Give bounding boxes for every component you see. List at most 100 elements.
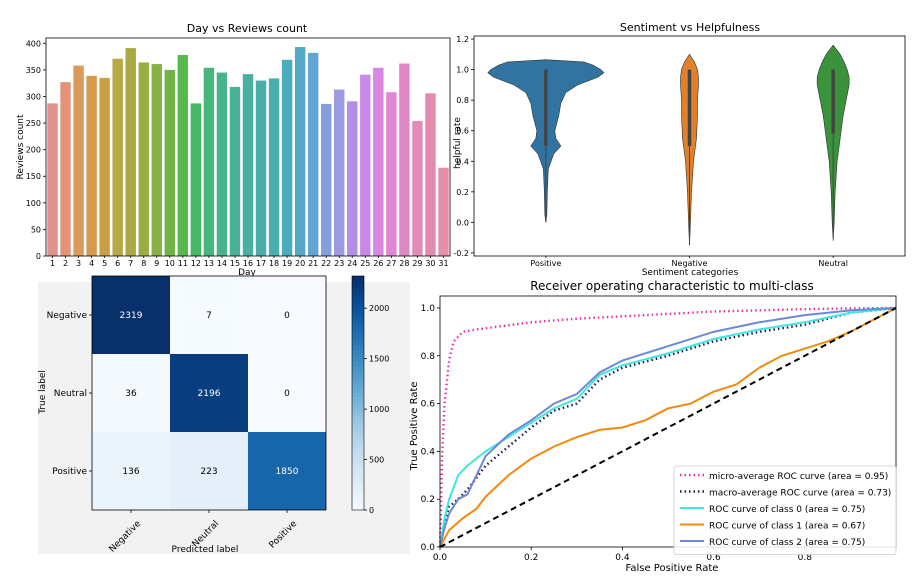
bar-chart-day-reviews: Day vs Reviews count Day Reviews count 1…: [16, 22, 451, 278]
violin-chart-sentiment: Sentiment vs Helpfulness Sentiment categ…: [453, 21, 906, 278]
matrix-row-label: Neutral: [54, 389, 87, 399]
matrix-row-label: Negative: [47, 311, 88, 321]
x-tick-label-day: 17: [256, 259, 266, 268]
colorbar-segment: [352, 416, 364, 421]
colorbar-segment: [352, 478, 364, 484]
colorbar-segment: [352, 361, 364, 367]
y-tick-label: -0.2: [453, 249, 469, 258]
colorbar-segment: [352, 400, 364, 406]
y-tick-label: 0.6: [421, 400, 436, 410]
roc-line-series-0: [438, 306, 897, 548]
colorbar-segment: [352, 396, 364, 402]
bar-day-29: [412, 120, 423, 256]
y-tick-label: 0.0: [421, 543, 436, 553]
colorbar-segment: [352, 287, 364, 293]
x-tick-label-day: 20: [295, 259, 305, 268]
bar-day-3: [73, 65, 84, 257]
roc-line-series-2: [439, 306, 897, 548]
x-tick-label: 0.0: [433, 553, 448, 563]
bar-day-5: [99, 77, 110, 256]
colorbar-segment: [352, 326, 364, 332]
matrix-cell-value: 36: [125, 389, 137, 399]
legend-label: ROC curve of class 0 (area = 0.75): [709, 505, 865, 515]
legend-label: macro-average ROC curve (area = 0.73): [709, 489, 891, 499]
x-tick-label-day: 31: [438, 259, 448, 268]
bar-day-25: [360, 74, 371, 256]
legend-label: micro-average ROC curve (area = 0.95): [709, 472, 888, 482]
colorbar-segment: [352, 393, 364, 398]
x-tick-label-day: 9: [154, 259, 159, 268]
matrix-cell-value: 136: [122, 467, 139, 477]
colorbar-segment: [352, 318, 364, 324]
colorbar-segment: [352, 494, 364, 499]
colorbar-segment: [352, 283, 364, 289]
colorbar-segment: [352, 486, 364, 491]
colorbar-segment: [352, 474, 364, 480]
colorbar-segment: [352, 459, 364, 464]
colorbar-segment: [352, 299, 364, 304]
matrix-cell: [170, 276, 248, 354]
matrix-cell: [92, 432, 170, 510]
bar-day-28: [399, 63, 410, 257]
x-tick-label-category: Positive: [530, 259, 561, 268]
violin-chart-ylabel: helpful rate: [453, 117, 463, 169]
matrix-cell: [92, 276, 170, 354]
x-tick-label-day: 28: [399, 259, 409, 268]
colorbar-segment: [352, 420, 364, 425]
bar-day-31: [438, 167, 449, 256]
colorbar-segment: [352, 463, 364, 468]
bar-day-20: [294, 47, 306, 256]
x-tick-label-day: 16: [243, 259, 253, 268]
bar-day-1: [47, 103, 58, 257]
bar-day-10: [164, 69, 176, 256]
bar-day-15: [229, 86, 241, 256]
confusion-ylabel: True label: [38, 370, 48, 415]
colorbar-tick-label: 0: [369, 506, 374, 515]
colorbar-segment: [352, 424, 364, 429]
matrix-cell: [92, 354, 170, 432]
x-tick-label-day: 4: [89, 259, 94, 268]
matrix-cell: [170, 354, 248, 432]
colorbar-segment: [352, 412, 364, 417]
bar-day-26: [373, 67, 384, 257]
x-tick-label-day: 6: [115, 259, 120, 268]
colorbar-segment: [352, 373, 364, 378]
colorbar-segment: [352, 408, 364, 413]
colorbar-segment: [352, 451, 364, 456]
matrix-cell: [170, 432, 248, 510]
colorbar-segment: [352, 404, 364, 410]
colorbar-segment: [352, 307, 364, 312]
matrix-cell-value: 2319: [120, 311, 143, 321]
colorbar-segment: [352, 447, 364, 452]
y-tick-label: 0.8: [456, 96, 469, 105]
colorbar-segment: [352, 498, 364, 503]
violin-chart-xlabel: Sentiment categories: [642, 268, 739, 278]
y-tick-label: 150: [26, 172, 41, 181]
bar-day-11: [177, 55, 189, 256]
colorbar-segment: [352, 455, 364, 460]
x-tick-label-day: 27: [386, 259, 396, 268]
colorbar-tick-label: 1000: [369, 405, 389, 414]
colorbar-segment: [352, 471, 364, 476]
colorbar-tick-label: 2000: [369, 304, 389, 313]
bar-day-12: [190, 103, 202, 257]
colorbar-tick-label: 500: [369, 456, 384, 465]
bar-day-27: [386, 92, 397, 256]
colorbar-segment: [352, 365, 364, 371]
bar-day-7: [125, 48, 136, 256]
colorbar-segment: [352, 502, 364, 507]
x-tick-label-day: 12: [191, 259, 201, 268]
bar-chart-xlabel: Day: [238, 268, 256, 278]
bar-day-8: [138, 62, 149, 256]
colorbar-segment: [352, 295, 364, 300]
colorbar-segment: [352, 377, 364, 382]
x-tick-label-day: 26: [373, 259, 383, 268]
x-tick-label-day: 30: [425, 259, 435, 268]
y-tick-label: 0.2: [421, 495, 435, 505]
matrix-cell-value: 0: [284, 311, 290, 321]
matrix-cell-value: 2196: [198, 389, 221, 399]
y-tick-label: 350: [26, 66, 41, 75]
x-tick-label-day: 19: [282, 259, 292, 268]
matrix-cell: [248, 432, 326, 510]
matrix-frame: [91, 275, 327, 511]
